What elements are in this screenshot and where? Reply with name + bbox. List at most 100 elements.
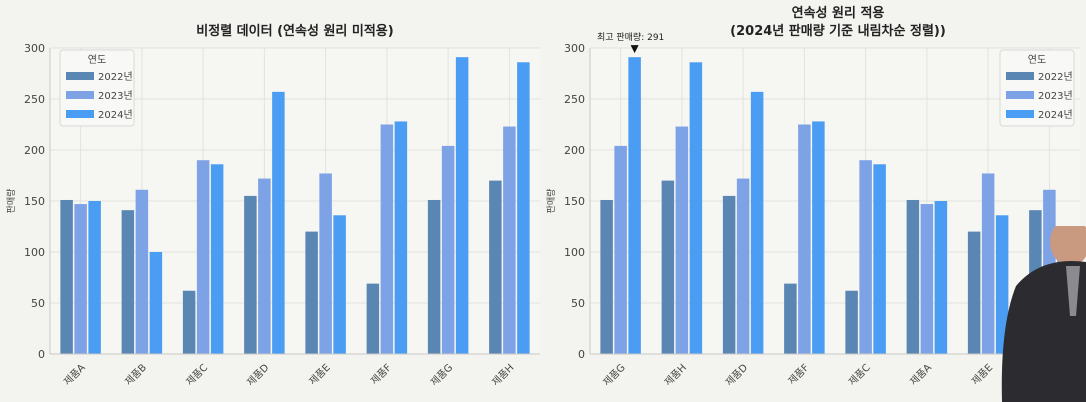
legend-swatch — [1006, 91, 1034, 99]
presenter-suit — [1001, 261, 1086, 402]
x-tick-label: 제품E — [969, 362, 995, 388]
bar — [750, 91, 764, 355]
bar — [600, 199, 613, 354]
y-tick-label: 200 — [24, 144, 45, 157]
x-tick-label: 제품E — [307, 362, 333, 388]
bar — [380, 124, 394, 354]
bar — [149, 252, 163, 354]
y-tick-label: 150 — [24, 195, 45, 208]
legend-label: 2024년 — [98, 109, 133, 121]
legend-label: 2022년 — [98, 71, 133, 83]
x-tick-label: 제품F — [368, 361, 394, 387]
bar — [995, 215, 1009, 354]
y-tick-label: 0 — [38, 348, 45, 361]
bar — [305, 231, 318, 354]
presenter-head — [1050, 226, 1086, 266]
x-tick-label: 제품H — [490, 362, 517, 389]
legend-swatch — [1006, 72, 1034, 80]
y-tick-label: 200 — [564, 144, 585, 157]
x-tick-label: 제품A — [61, 362, 87, 388]
bar — [88, 201, 101, 354]
bar — [196, 160, 210, 354]
bar — [689, 62, 703, 354]
presenter-video-overlay — [1001, 226, 1086, 402]
legend-swatch — [66, 91, 94, 99]
x-tick-label: 제품B — [123, 362, 149, 388]
bar — [258, 178, 271, 354]
bar — [366, 283, 380, 354]
chart-unsorted: 비정렬 데이터 (연속성 원리 미적용) 판매량 0 50 100 150 200 250… — [5, 23, 540, 389]
legend-title: 연도 — [88, 54, 106, 66]
chart-subtitle: (2024년 판매량 기준 내림차순 정렬)) — [730, 23, 946, 39]
bar — [394, 121, 408, 354]
bar — [736, 178, 750, 354]
bar — [272, 91, 285, 355]
legend-swatch — [1006, 110, 1034, 118]
y-tick-label: 250 — [564, 93, 585, 106]
bar — [934, 201, 948, 354]
bar — [873, 164, 886, 354]
legend-box — [59, 49, 135, 127]
x-tick-label: 제품D — [723, 361, 750, 388]
y-axis-label: 판매량 — [5, 189, 17, 214]
x-tick-label: 제품D — [245, 361, 272, 388]
x-tick-label: 제품C — [184, 362, 210, 388]
bar — [628, 57, 641, 355]
bar — [319, 173, 332, 354]
y-tick-label: 100 — [24, 246, 45, 259]
y-tick-label: 300 — [564, 42, 585, 55]
bar — [503, 126, 516, 354]
bar — [614, 145, 627, 354]
y-tick-label: 50 — [31, 297, 45, 310]
bar — [210, 164, 224, 354]
bar — [859, 160, 872, 354]
bar — [812, 121, 825, 354]
legend-label: 2023년 — [1038, 90, 1073, 102]
x-tick-label: 제품A — [908, 362, 934, 388]
bar — [981, 173, 995, 354]
x-tick-label: 제품C — [846, 362, 872, 388]
legend-swatch — [66, 72, 94, 80]
bar — [333, 215, 346, 354]
chart-title: 비정렬 데이터 (연속성 원리 미적용) — [196, 23, 393, 39]
legend-label: 2022년 — [1038, 71, 1073, 83]
legend-title: 연도 — [1028, 54, 1046, 66]
bar — [60, 199, 73, 354]
annotation-arrow — [630, 45, 639, 54]
legend-label: 2023년 — [98, 90, 133, 102]
bar — [427, 199, 441, 354]
bar — [441, 145, 455, 354]
x-tick-label: 제품F — [786, 361, 812, 387]
y-tick-label: 300 — [24, 42, 45, 55]
y-tick-label: 150 — [564, 195, 585, 208]
annotation-text: 최고 판매량: 291 — [597, 31, 664, 43]
x-tick-label: 제품G — [428, 362, 455, 389]
bar — [74, 204, 87, 354]
bar — [784, 283, 797, 354]
x-tick-label: 제품H — [662, 362, 689, 389]
bar — [906, 199, 920, 354]
bar — [517, 62, 530, 354]
bar — [722, 195, 736, 354]
bar — [135, 189, 149, 354]
bar — [675, 126, 689, 354]
y-axis-label: 판매량 — [545, 189, 557, 214]
bar — [121, 210, 135, 354]
y-tick-label: 100 — [564, 246, 585, 259]
bar — [244, 195, 257, 354]
bar — [489, 180, 502, 354]
legend-box — [999, 49, 1075, 127]
bar — [845, 290, 858, 354]
y-tick-label: 50 — [571, 297, 585, 310]
bar — [967, 231, 981, 354]
presenter-shirt — [1066, 266, 1080, 316]
bar — [661, 180, 675, 354]
bar — [798, 124, 811, 354]
legend-swatch — [66, 110, 94, 118]
bar — [455, 57, 469, 355]
bar — [182, 290, 196, 354]
x-tick-label: 제품G — [601, 362, 628, 389]
bar — [920, 204, 934, 354]
legend-label: 2024년 — [1038, 109, 1073, 121]
